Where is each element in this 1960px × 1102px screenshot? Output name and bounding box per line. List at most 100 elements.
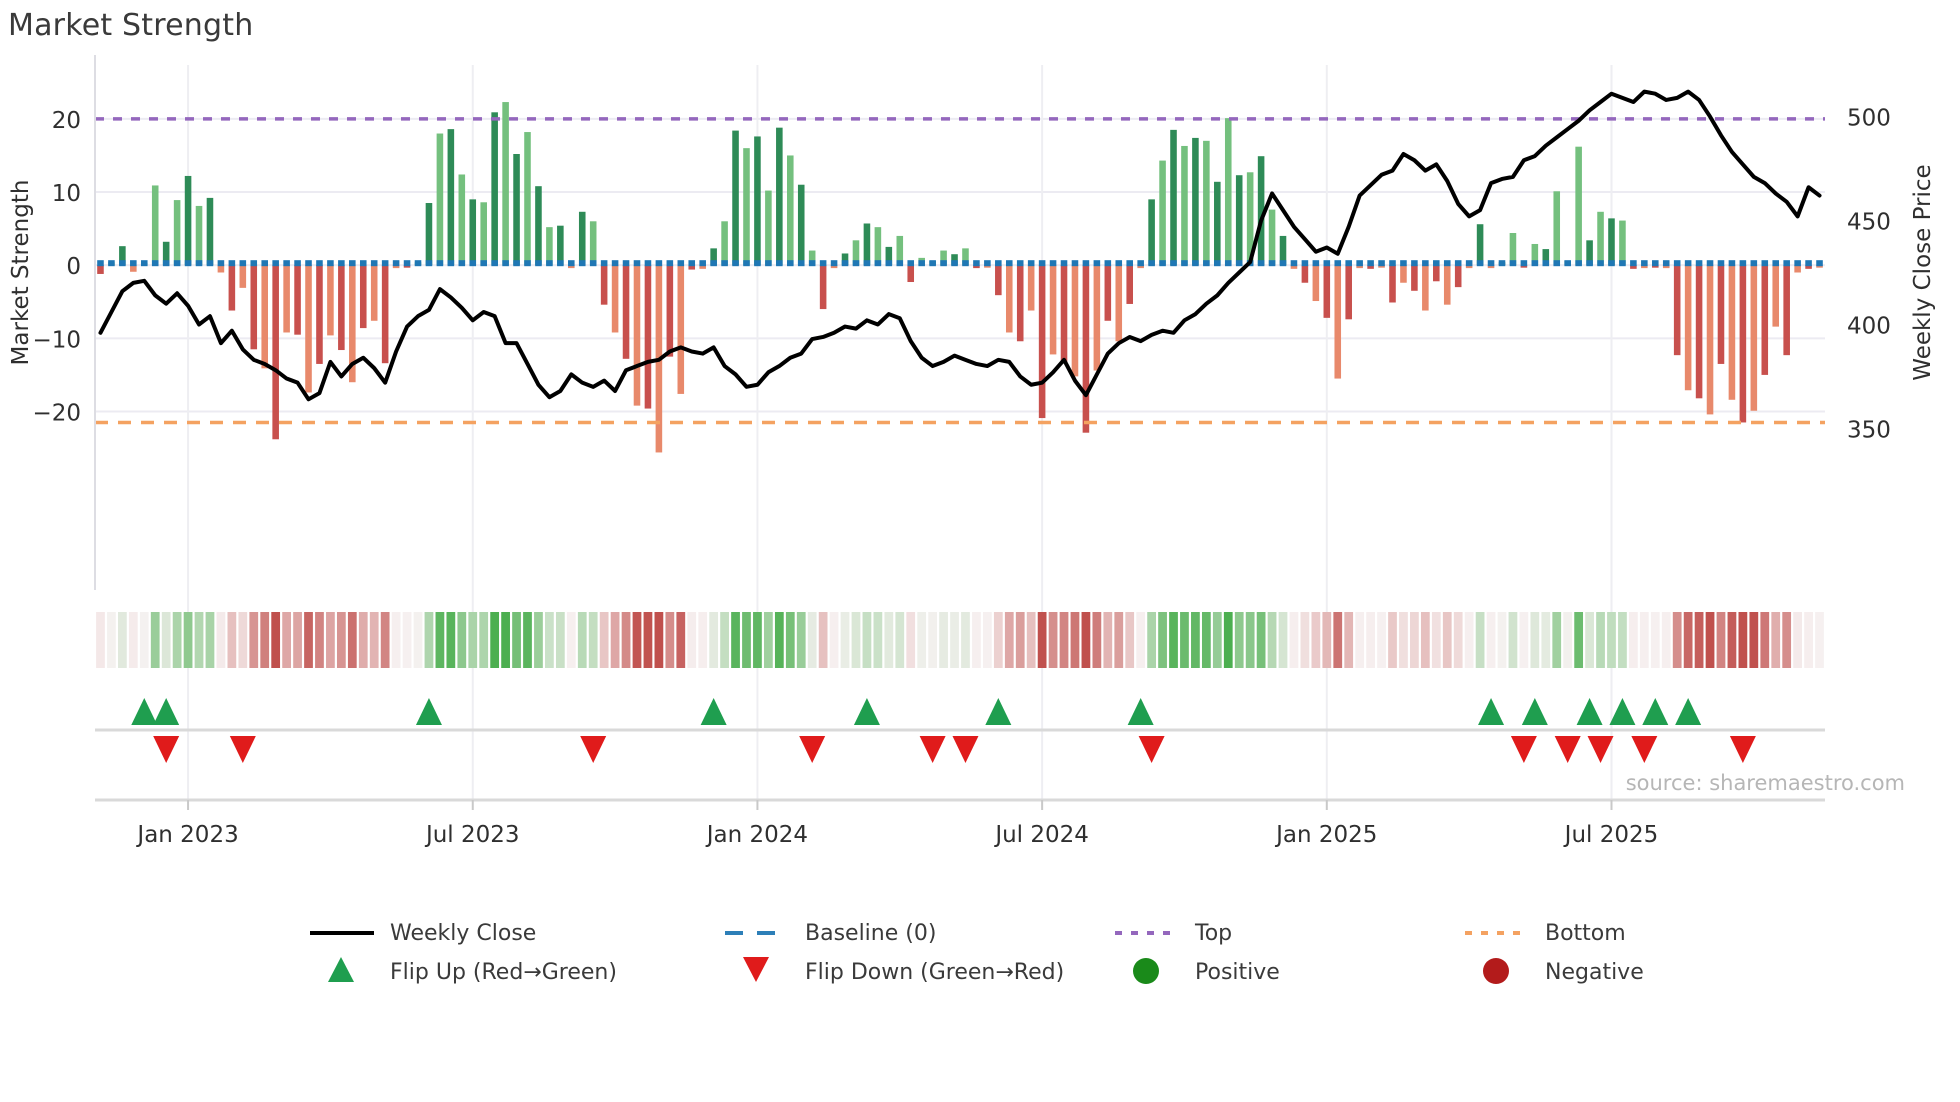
heatmap-cell xyxy=(96,612,105,668)
flip-up-marker xyxy=(1576,698,1603,725)
baseline-segment xyxy=(940,260,947,267)
strength-bar xyxy=(1016,265,1024,342)
legend-item[interactable]: Weekly Close xyxy=(310,921,536,946)
strength-bar xyxy=(995,265,1002,296)
baseline-segment xyxy=(754,260,761,267)
strength-bar xyxy=(239,265,247,288)
heatmap-cell xyxy=(1453,612,1463,668)
heatmap-cell xyxy=(161,612,171,668)
legend-item[interactable]: Bottom xyxy=(1465,921,1626,946)
strength-bar xyxy=(765,190,772,266)
baseline-segment xyxy=(108,260,115,267)
baseline-segment xyxy=(797,260,805,267)
strength-bar xyxy=(1378,265,1385,268)
heatmap-cell xyxy=(1486,612,1496,668)
baseline-segment xyxy=(1126,260,1133,267)
baseline-segment xyxy=(896,260,904,267)
strength-bar xyxy=(392,265,400,269)
baseline-segment xyxy=(633,260,641,267)
strength-bar xyxy=(1750,265,1758,411)
strength-bar xyxy=(1214,181,1221,266)
strength-bar xyxy=(710,248,717,266)
baseline-segment xyxy=(677,260,685,267)
legend-item[interactable]: Baseline (0) xyxy=(725,921,936,946)
strength-bar xyxy=(1192,137,1199,266)
legend-item[interactable]: Top xyxy=(1115,921,1232,946)
baseline-segment xyxy=(1093,260,1101,267)
flip-down-marker xyxy=(952,736,979,763)
y-tick-label: 20 xyxy=(52,108,81,134)
heatmap-cell xyxy=(676,612,686,668)
heatmap-cell xyxy=(1399,612,1408,668)
strength-bar xyxy=(546,227,553,266)
heatmap-cell xyxy=(1388,612,1397,668)
strength-bar xyxy=(677,265,685,394)
heatmap-cell xyxy=(1574,612,1584,668)
baseline-segment xyxy=(151,260,159,267)
strength-bar xyxy=(524,132,531,266)
baseline-segment xyxy=(1104,260,1112,267)
heatmap-cell xyxy=(172,612,182,668)
heatmap-cell xyxy=(1201,612,1211,668)
heatmap-cell xyxy=(534,612,543,668)
baseline-segment xyxy=(392,260,400,267)
baseline-segment xyxy=(699,260,706,267)
strength-bar xyxy=(228,265,236,311)
baseline-segment xyxy=(1465,260,1473,267)
baseline-segment xyxy=(568,260,575,267)
strength-bar xyxy=(480,202,487,266)
heatmap-cell xyxy=(1114,612,1124,668)
legend-item[interactable]: Flip Down (Green→Red) xyxy=(743,957,1064,985)
heatmap-cell xyxy=(610,612,620,668)
flip-down-marker xyxy=(1587,736,1614,763)
baseline-segment xyxy=(1717,260,1725,267)
legend-item[interactable]: Positive xyxy=(1133,958,1280,985)
baseline-segment xyxy=(1476,260,1484,267)
heatmap-cell xyxy=(993,612,1003,668)
flip-up-marker xyxy=(1521,698,1548,725)
baseline-segment xyxy=(1597,260,1604,267)
heatmap-cell xyxy=(1147,612,1156,668)
baseline-segment xyxy=(1761,260,1769,267)
legend-item-label: Weekly Close xyxy=(390,921,536,946)
heatmap-cell xyxy=(1639,612,1649,668)
heatmap-cell xyxy=(1804,612,1813,668)
heatmap-cell xyxy=(1191,612,1200,668)
strength-bar xyxy=(381,265,389,364)
flip-down-marker xyxy=(153,736,180,763)
legend-item[interactable]: Negative xyxy=(1483,958,1644,985)
strength-bar xyxy=(1323,265,1331,318)
heatmap-cell xyxy=(282,612,291,668)
x-tick-label: Jan 2023 xyxy=(135,822,238,848)
flip-up-marker xyxy=(1609,698,1636,725)
heatmap-cell xyxy=(1420,612,1430,668)
baseline-segment xyxy=(425,260,433,267)
heatmap-cell xyxy=(1530,612,1540,668)
baseline-segment xyxy=(1586,260,1593,267)
strength-bar xyxy=(1290,265,1298,269)
strength-bar xyxy=(1465,265,1473,269)
heatmap-cell xyxy=(128,612,138,668)
baseline-segment xyxy=(1235,260,1243,267)
strength-bar xyxy=(261,265,268,369)
flip-up-marker xyxy=(1478,698,1505,725)
strength-bar xyxy=(896,235,904,266)
legend-item-label: Top xyxy=(1194,921,1232,946)
baseline-segment xyxy=(1312,260,1320,267)
strength-heatmap-strip xyxy=(96,612,1824,668)
strength-bar xyxy=(250,265,258,350)
strength-bar xyxy=(1279,235,1287,266)
flip-down-marker xyxy=(1631,736,1658,763)
strength-bar xyxy=(600,265,608,305)
heatmap-cell xyxy=(851,612,861,668)
baseline-segment xyxy=(951,260,958,267)
baseline-segment xyxy=(1641,260,1648,267)
flip-up-marker xyxy=(1127,698,1154,725)
strength-bar xyxy=(1673,265,1681,356)
strength-bar xyxy=(173,200,181,266)
baseline-segment xyxy=(1082,260,1090,267)
heatmap-cell xyxy=(512,612,521,668)
legend-item[interactable]: Flip Up (Red→Green) xyxy=(328,957,617,985)
heatmap-cell xyxy=(1541,612,1551,668)
baseline-segment xyxy=(1706,260,1714,267)
